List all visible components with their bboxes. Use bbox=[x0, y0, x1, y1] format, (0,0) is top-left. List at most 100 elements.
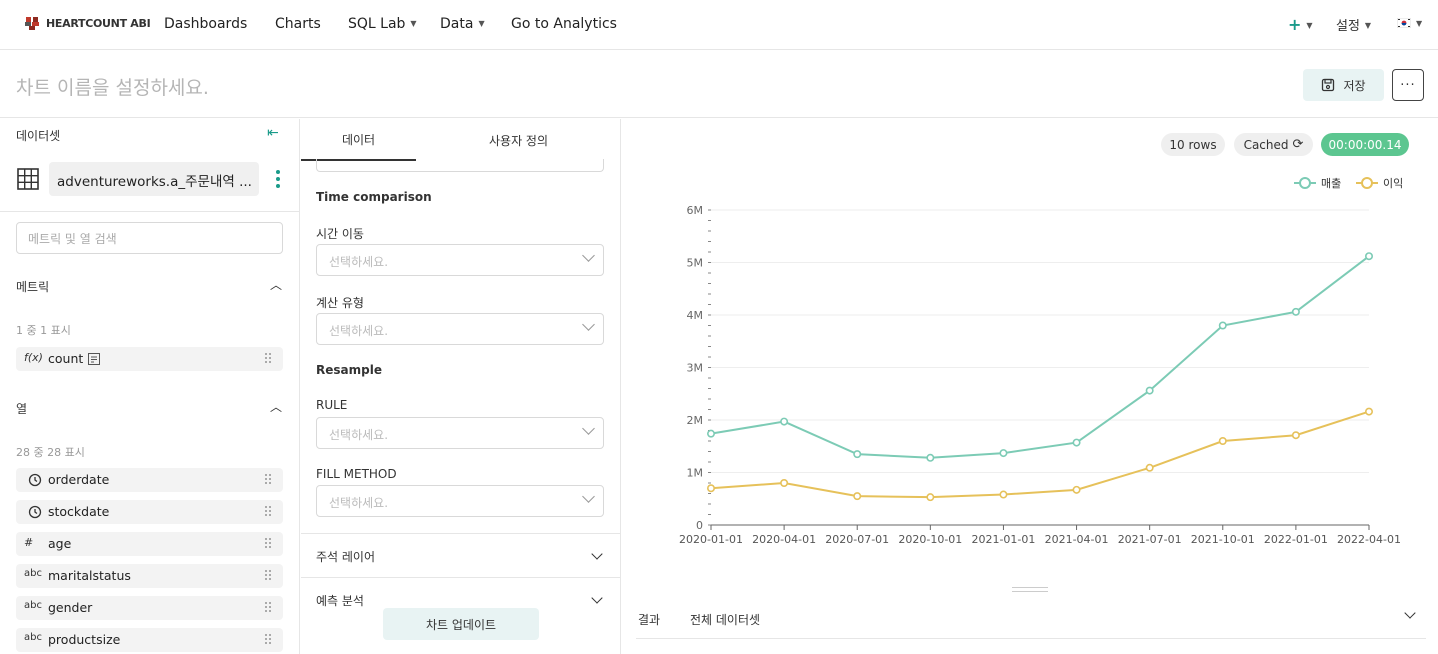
chart-name-input[interactable]: 차트 이름을 설정하세요. bbox=[16, 77, 209, 99]
plus-icon: + bbox=[1288, 15, 1302, 34]
y-tick-label: 0 bbox=[696, 519, 703, 532]
select-placeholder: 선택하세요. bbox=[329, 496, 389, 510]
metric-item[interactable]: f(x) count bbox=[16, 347, 283, 371]
chevron-up-icon[interactable]: ︿ bbox=[270, 400, 283, 414]
column-item[interactable]: stockdate bbox=[16, 500, 283, 524]
data-point bbox=[1364, 407, 1373, 416]
annotation-layer-header[interactable]: 주석 레이어 bbox=[316, 550, 376, 564]
chevron-down-icon[interactable] bbox=[591, 592, 603, 604]
x-tick-label: 2021-10-01 bbox=[1191, 533, 1255, 546]
time-shift-label: 시간 이동 bbox=[316, 227, 364, 241]
column-label: stockdate bbox=[48, 504, 110, 519]
heart-logo-icon bbox=[25, 17, 39, 30]
new-menu-button[interactable]: + ▼ bbox=[1288, 15, 1313, 34]
data-point bbox=[1072, 438, 1081, 447]
collapse-panel-icon[interactable]: ⇤ bbox=[267, 125, 279, 141]
data-point bbox=[999, 490, 1008, 499]
metric-column-search-input[interactable]: 메트릭 및 열 검색 bbox=[16, 222, 283, 254]
chevron-down-icon[interactable] bbox=[591, 548, 603, 560]
partial-field[interactable] bbox=[316, 159, 604, 172]
save-label: 저장 bbox=[1343, 78, 1366, 93]
dataset-panel-title: 데이터셋 bbox=[16, 129, 61, 143]
brand-logo[interactable]: HEARTCOUNT ABI bbox=[24, 14, 151, 32]
select-placeholder: 선택하세요. bbox=[329, 255, 389, 269]
refresh-icon[interactable]: ⟳ bbox=[1292, 137, 1304, 152]
update-chart-button[interactable]: 차트 업데이트 bbox=[383, 608, 539, 640]
clock-icon bbox=[28, 505, 42, 519]
sql-expression-icon[interactable] bbox=[88, 353, 100, 365]
tab-customize[interactable]: 사용자 정의 bbox=[488, 133, 548, 148]
data-point bbox=[853, 492, 862, 501]
drag-handle-icon[interactable] bbox=[265, 538, 271, 550]
forecast-header[interactable]: 예측 분석 bbox=[316, 594, 364, 608]
legend-marker bbox=[1299, 177, 1311, 189]
drag-handle-icon[interactable] bbox=[265, 474, 271, 486]
nav-sql-lab[interactable]: SQL Lab ▼ bbox=[348, 16, 417, 32]
x-tick-label: 2020-04-01 bbox=[752, 533, 816, 546]
column-label: productsize bbox=[48, 632, 121, 647]
save-button[interactable]: 저장 bbox=[1303, 69, 1384, 101]
time-comparison-heading: Time comparison bbox=[316, 190, 432, 204]
result-tabs: 결과 전체 데이터셋 bbox=[636, 607, 1426, 639]
cached-badge[interactable]: Cached ⟳ bbox=[1234, 133, 1313, 156]
query-time-badge: 00:00:00.14 bbox=[1321, 133, 1409, 156]
nav-dashboards[interactable]: Dashboards bbox=[164, 16, 248, 32]
nav-charts[interactable]: Charts bbox=[275, 16, 321, 32]
caret-down-icon: ▼ bbox=[478, 19, 485, 28]
resize-handle-line[interactable] bbox=[1012, 591, 1048, 592]
time-shift-select[interactable]: 선택하세요. bbox=[316, 244, 604, 276]
columns-section-title: 열 bbox=[16, 402, 28, 416]
dataset-menu-icon[interactable] bbox=[276, 170, 280, 191]
nav-data[interactable]: Data ▼ bbox=[440, 16, 485, 32]
column-item[interactable]: orderdate bbox=[16, 468, 283, 492]
language-selector[interactable]: ▼ bbox=[1396, 17, 1422, 32]
x-tick-label: 2020-10-01 bbox=[898, 533, 962, 546]
string-icon: abc bbox=[24, 568, 42, 579]
data-point bbox=[1145, 463, 1154, 472]
drag-handle-icon[interactable] bbox=[265, 634, 271, 646]
calc-type-select[interactable]: 선택하세요. bbox=[316, 313, 604, 345]
divider bbox=[301, 533, 620, 534]
calc-type-label: 계산 유형 bbox=[316, 296, 364, 310]
column-item[interactable]: abc gender bbox=[16, 596, 283, 620]
settings-label: 설정 bbox=[1336, 19, 1360, 34]
chevron-up-icon[interactable]: ︿ bbox=[270, 278, 283, 292]
column-label: gender bbox=[48, 600, 93, 615]
drag-handle-icon[interactable] bbox=[265, 353, 271, 365]
series-line bbox=[710, 255, 1370, 459]
column-item[interactable]: abc maritalstatus bbox=[16, 564, 283, 588]
dataset-selector[interactable]: adventureworks.a_주문내역 ... bbox=[49, 162, 259, 196]
settings-menu[interactable]: 설정 ▼ bbox=[1336, 15, 1371, 34]
chart-panel: 10 rows Cached ⟳ 00:00:00.14 0 1M 2M 3M 4M 5M 6… bbox=[622, 119, 1438, 654]
rule-select[interactable]: 선택하세요. bbox=[316, 417, 604, 449]
fill-method-select[interactable]: 선택하세요. bbox=[316, 485, 604, 517]
resample-heading: Resample bbox=[316, 363, 382, 377]
nav-go-to-analytics[interactable]: Go to Analytics bbox=[511, 16, 617, 32]
column-label: orderdate bbox=[48, 472, 110, 487]
more-options-button[interactable]: ··· bbox=[1392, 69, 1424, 101]
data-point bbox=[853, 450, 862, 459]
tab-results[interactable]: 결과 bbox=[638, 613, 661, 627]
resize-handle[interactable] bbox=[1012, 587, 1048, 588]
data-point bbox=[780, 417, 789, 426]
data-point bbox=[1072, 485, 1081, 494]
data-point bbox=[999, 449, 1008, 458]
y-tick-label: 1M bbox=[687, 467, 704, 480]
drag-handle-icon[interactable] bbox=[265, 570, 271, 582]
chevron-down-icon bbox=[582, 249, 595, 262]
caret-down-icon: ▼ bbox=[410, 19, 417, 28]
chevron-down-icon[interactable] bbox=[1404, 607, 1416, 619]
x-tick-label: 2022-01-01 bbox=[1264, 533, 1328, 546]
y-tick-label: 2M bbox=[687, 414, 704, 427]
chart-controls-panel: 데이터 사용자 정의 Time comparison 시간 이동 선택하세요. … bbox=[301, 119, 621, 654]
column-item[interactable]: # age bbox=[16, 532, 283, 556]
drag-handle-icon[interactable] bbox=[265, 602, 271, 614]
drag-handle-icon[interactable] bbox=[265, 506, 271, 518]
tab-full-dataset[interactable]: 전체 데이터셋 bbox=[690, 613, 761, 627]
dataset-panel: 데이터셋 ⇤ adventureworks.a_주문내역 ... 메트릭 및 열… bbox=[0, 119, 300, 654]
tab-data[interactable]: 데이터 bbox=[301, 119, 416, 161]
x-tick-label: 2021-07-01 bbox=[1118, 533, 1182, 546]
series-line bbox=[710, 410, 1370, 499]
column-item[interactable]: abc productsize bbox=[16, 628, 283, 652]
x-tick-label: 2021-01-01 bbox=[971, 533, 1035, 546]
